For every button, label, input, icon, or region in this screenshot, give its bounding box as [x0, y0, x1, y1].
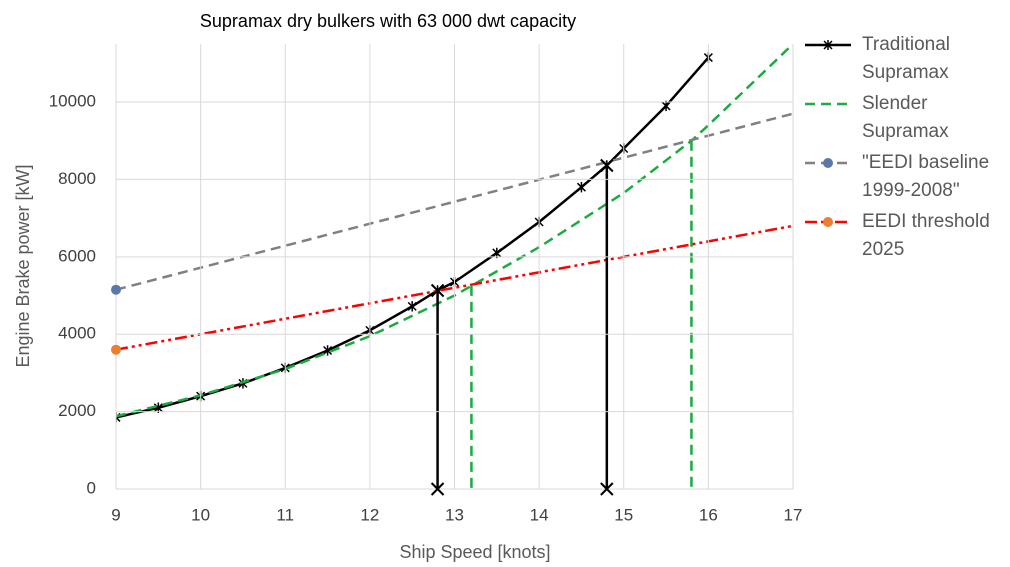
legend-label: Traditional Supramax [862, 34, 950, 83]
marker [430, 482, 445, 496]
plot-area [116, 44, 793, 489]
series-line [116, 224, 793, 351]
marker [600, 482, 614, 496]
marker [111, 344, 121, 355]
marker [111, 284, 121, 295]
x-tick-label: 14 [530, 505, 549, 524]
series-line [116, 44, 793, 418]
y-tick-label: 0 [87, 478, 96, 497]
y-tick-label: 4000 [58, 324, 96, 343]
legend-marker [823, 158, 833, 168]
y-axis-label: Engine Brake power [kW] [13, 164, 33, 367]
marker [600, 158, 614, 173]
marker [323, 345, 333, 356]
x-axis-label: Ship Speed [knots] [399, 542, 550, 562]
y-tick-label: 2000 [58, 401, 96, 420]
marker [407, 301, 417, 312]
series-line [116, 56, 710, 419]
y-tick-label: 6000 [58, 246, 96, 265]
chart-title: Supramax dry bulkers with 63 000 dwt cap… [200, 11, 576, 31]
marker [576, 181, 586, 193]
x-tick-label: 10 [191, 505, 210, 524]
legend-label: EEDI threshold 2025 [862, 211, 990, 260]
x-tick-label: 13 [445, 505, 464, 524]
x-tick-label: 17 [784, 505, 803, 524]
series-line [116, 112, 793, 291]
legend-marker [823, 217, 833, 227]
x-tick-label: 15 [614, 505, 633, 524]
x-tick-label: 9 [111, 505, 120, 524]
y-tick-label: 10000 [49, 92, 96, 111]
y-tick-label: 8000 [58, 169, 96, 188]
legend-label: Slender Supramax [862, 93, 949, 142]
x-tick-label: 16 [699, 505, 718, 524]
x-tick-label: 11 [276, 505, 294, 524]
legend-label: "EEDI baseline 1999-2008" [862, 152, 989, 201]
x-tick-label: 12 [360, 505, 379, 524]
legend-marker [823, 40, 833, 50]
marker [430, 283, 445, 298]
